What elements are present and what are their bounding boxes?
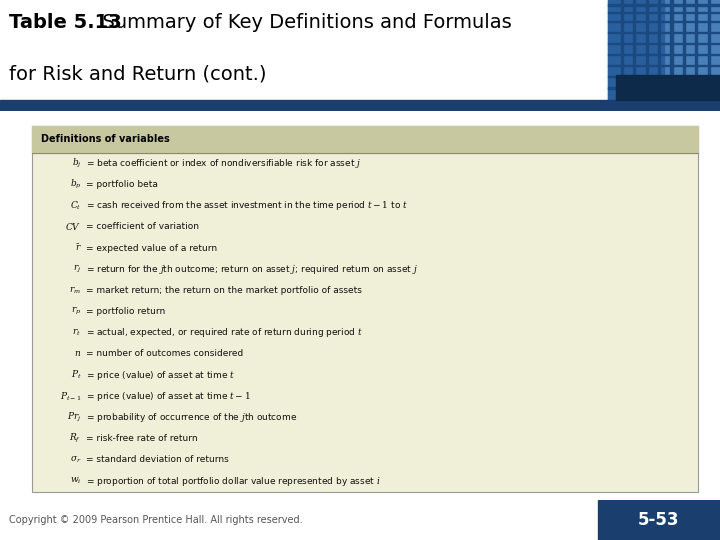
Text: $b_p$: $b_p$ (70, 178, 81, 191)
Text: = cash received from the asset investment in the time period $t-1$ to $t$: = cash received from the asset investmen… (86, 199, 408, 212)
Text: Copyright © 2009 Pearson Prentice Hall. All rights reserved.: Copyright © 2009 Pearson Prentice Hall. … (9, 515, 302, 525)
Text: $r_p$: $r_p$ (71, 306, 81, 317)
Text: = coefficient of variation: = coefficient of variation (86, 222, 199, 231)
Bar (598, 500, 720, 540)
Text: $C_t$: $C_t$ (70, 199, 81, 212)
Text: $Pr_j$: $Pr_j$ (67, 411, 81, 424)
Text: = actual, expected, or required rate of return during period $t$: = actual, expected, or required rate of … (86, 326, 364, 339)
Bar (608, 65, 720, 66)
Text: Definitions of variables: Definitions of variables (41, 134, 170, 145)
Text: $w_i$: $w_i$ (70, 476, 81, 487)
Bar (32, 126, 698, 153)
Bar (616, 75, 720, 99)
Text: = proportion of total portfolio dollar value represented by asset $i$: = proportion of total portfolio dollar v… (86, 475, 381, 488)
Bar (608, 76, 720, 77)
Bar (608, 0, 720, 99)
Text: = beta coefficient or index of nondiversifiable risk for asset $j$: = beta coefficient or index of nondivers… (86, 157, 361, 170)
Bar (633, 0, 635, 99)
Text: $r_t$: $r_t$ (73, 328, 81, 338)
Bar (608, 32, 720, 33)
Text: = price (value) of asset at time $t$: = price (value) of asset at time $t$ (86, 369, 235, 382)
Text: = return for the $j$th outcome; return on asset $j$; required return on asset $j: = return for the $j$th outcome; return o… (86, 263, 418, 276)
Text: = risk-free rate of return: = risk-free rate of return (86, 434, 198, 443)
Text: = portfolio return: = portfolio return (86, 307, 166, 316)
Bar (670, 0, 672, 99)
Bar (646, 0, 648, 99)
Text: 5-53: 5-53 (638, 511, 680, 529)
Text: $r_m$: $r_m$ (69, 285, 81, 296)
Bar (658, 0, 660, 99)
Text: = portfolio beta: = portfolio beta (86, 180, 158, 189)
Text: for Risk and Return (cont.): for Risk and Return (cont.) (9, 64, 266, 83)
Text: $\sigma_r$: $\sigma_r$ (70, 455, 81, 465)
Text: Table 5.13: Table 5.13 (9, 14, 122, 32)
Bar (608, 0, 665, 99)
Text: $r_j$: $r_j$ (73, 264, 81, 275)
Bar (683, 0, 685, 99)
Bar (608, 54, 720, 56)
Text: $P_{t-1}$: $P_{t-1}$ (60, 390, 81, 403)
Bar (608, 21, 720, 22)
Text: $P_t$: $P_t$ (71, 369, 81, 381)
Bar (696, 0, 698, 99)
Bar (708, 0, 710, 99)
Text: $b_j$: $b_j$ (72, 157, 81, 170)
Text: = market return; the return on the market portfolio of assets: = market return; the return on the marke… (86, 286, 362, 295)
Bar (621, 0, 623, 99)
Text: Summary of Key Definitions and Formulas: Summary of Key Definitions and Formulas (90, 14, 512, 32)
Text: = standard deviation of returns: = standard deviation of returns (86, 455, 229, 464)
Text: $n$: $n$ (74, 349, 81, 359)
Bar (608, 4, 720, 5)
Text: $R_f$: $R_f$ (69, 432, 81, 445)
Text: $\bar{r}$: $\bar{r}$ (75, 242, 81, 253)
Text: $CV$: $CV$ (66, 221, 81, 232)
Bar (608, 43, 720, 44)
Bar (608, 87, 720, 89)
Text: = probability of occurrence of the $j$th outcome: = probability of occurrence of the $j$th… (86, 411, 297, 424)
Text: = expected value of a return: = expected value of a return (86, 244, 217, 253)
Bar (608, 12, 720, 14)
Text: = price (value) of asset at time $t-1$: = price (value) of asset at time $t-1$ (86, 390, 251, 403)
Text: = number of outcomes considered: = number of outcomes considered (86, 349, 243, 359)
Bar (0, 99, 720, 111)
